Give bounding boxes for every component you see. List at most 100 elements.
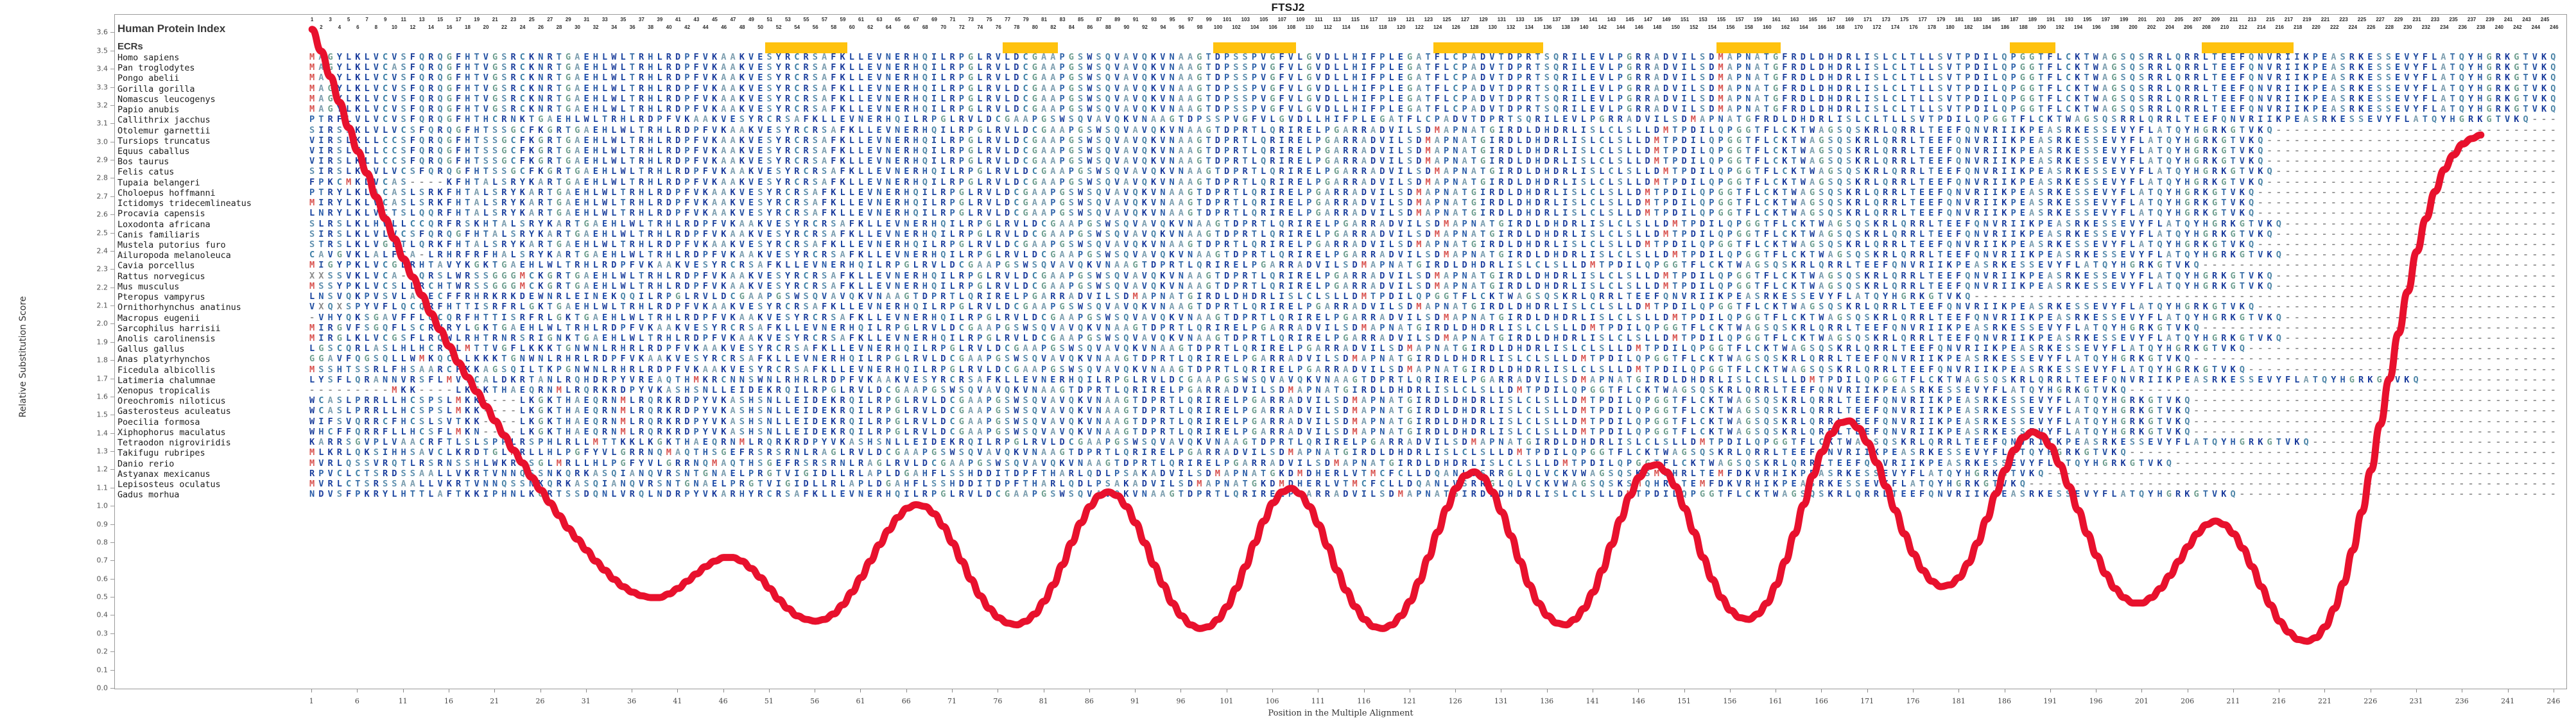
column-number: 53 (784, 17, 791, 22)
species-label: Xenopus tropicalis (117, 386, 211, 397)
column-number: 119 (1387, 17, 1396, 22)
column-number: 225 (2357, 17, 2367, 22)
species-label: Poecilia formosa (117, 417, 200, 427)
species-label: Mustela putorius furo (117, 239, 226, 250)
column-number: 68 (922, 24, 928, 30)
column-number: 216 (2275, 24, 2284, 30)
column-number: 205 (2174, 17, 2184, 22)
column-number: 127 (1460, 17, 1470, 22)
column-number: 10 (391, 24, 397, 30)
column-number: 245 (2540, 17, 2550, 22)
column-number: 25 (528, 17, 535, 22)
y-tick-mark (110, 323, 114, 325)
y-tick-label: 1.7 (96, 374, 108, 383)
y-tick-label: 2.3 (96, 264, 108, 273)
column-number: 27 (547, 17, 553, 22)
x-tick-mark (311, 689, 313, 692)
column-number: 171 (1863, 17, 1872, 22)
x-tick-mark (494, 689, 496, 692)
column-number: 233 (2430, 17, 2440, 22)
x-tick-label: 66 (901, 697, 911, 705)
y-tick-label: 1.1 (96, 483, 108, 492)
column-number: 149 (1662, 17, 1671, 22)
y-tick-label: 2.2 (96, 283, 108, 292)
y-tick-mark (110, 560, 114, 562)
x-tick-label: 151 (1677, 697, 1691, 705)
column-number: 96 (1179, 24, 1184, 30)
x-tick-label: 106 (1265, 697, 1279, 705)
y-tick-label: 0.1 (96, 666, 108, 675)
x-tick-label: 111 (1311, 697, 1325, 705)
column-number: 172 (1872, 24, 1881, 30)
y-tick-mark (110, 105, 114, 106)
y-tick-mark (110, 232, 114, 234)
column-number: 243 (2522, 17, 2531, 22)
column-number: 179 (1937, 17, 1946, 22)
column-number: 2 (320, 24, 323, 30)
column-number: 33 (601, 17, 608, 22)
x-tick-mark (677, 689, 679, 692)
x-axis: 1 6 11 16 21 26 31 36 41 46 51 56 61 66 71 76 81 86 91 96 10… (114, 689, 2567, 722)
column-number: 207 (2193, 17, 2202, 22)
column-number: 114 (1342, 24, 1351, 30)
column-number: 99 (1206, 17, 1212, 22)
x-tick-label: 171 (1860, 697, 1874, 705)
column-number: 139 (1570, 17, 1580, 22)
column-number: 155 (1716, 17, 1726, 22)
column-number: 168 (1836, 24, 1845, 30)
x-tick-label: 231 (2409, 697, 2423, 705)
column-number: 19 (474, 17, 480, 22)
column-number: 130 (1488, 24, 1497, 30)
x-tick-label: 76 (993, 697, 1003, 705)
x-tick-label: 201 (2134, 697, 2148, 705)
column-number: 176 (1909, 24, 1918, 30)
x-tick-label: 91 (1130, 697, 1140, 705)
species-label: Gasterosteus aculeatus (117, 406, 231, 417)
column-number: 240 (2494, 24, 2504, 30)
column-number: 100 (1213, 24, 1223, 30)
column-number: 109 (1296, 17, 1305, 22)
x-tick-label: 71 (947, 697, 957, 705)
x-tick-label: 96 (1176, 697, 1186, 705)
x-tick-label: 31 (581, 697, 591, 705)
figure-title: FTSJ2 (1271, 1, 1305, 13)
x-tick-label: 161 (1768, 697, 1783, 705)
column-number: 32 (592, 24, 599, 30)
column-number: 138 (1561, 24, 1570, 30)
column-number: 49 (748, 17, 754, 22)
x-tick-label: 236 (2455, 697, 2469, 705)
x-tick-mark (1180, 689, 1182, 692)
column-number: 72 (958, 24, 965, 30)
column-number: 167 (1826, 17, 1836, 22)
column-number: 197 (2101, 17, 2110, 22)
y-tick-label: 3.6 (96, 28, 108, 37)
column-number: 152 (1690, 24, 1699, 30)
column-number: 117 (1369, 17, 1378, 22)
column-number: 229 (2394, 17, 2403, 22)
column-number: 7 (365, 17, 368, 22)
x-tick-label: 6 (354, 697, 359, 705)
x-tick-label: 141 (1586, 697, 1600, 705)
column-number: 37 (638, 17, 644, 22)
column-number: 158 (1744, 24, 1754, 30)
column-number: 82 (1050, 24, 1057, 30)
column-number: 104 (1250, 24, 1259, 30)
x-tick-mark (1455, 689, 1457, 692)
column-number: 4 (338, 24, 341, 30)
column-number: 86 (1087, 24, 1093, 30)
column-number: 187 (2010, 17, 2019, 22)
